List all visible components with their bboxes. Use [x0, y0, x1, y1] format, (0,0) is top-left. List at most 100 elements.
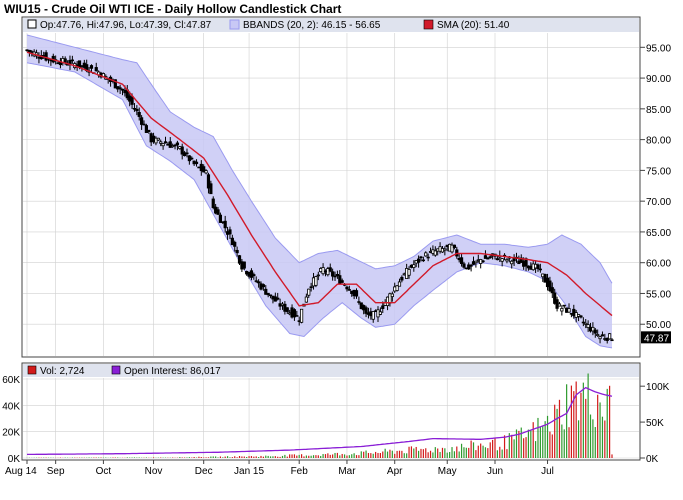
candle-body — [560, 308, 564, 312]
candle-body — [450, 244, 454, 253]
candle-body — [443, 248, 447, 251]
candle-body — [182, 152, 187, 157]
price-y-tick-label: 60.00 — [646, 259, 671, 270]
candle-body — [233, 241, 237, 247]
candle-body — [314, 276, 318, 286]
candle-body — [397, 281, 402, 287]
price-y-tick-label: 70.00 — [646, 197, 671, 208]
candle-body — [424, 252, 428, 257]
candle-body — [357, 301, 361, 303]
candle-body — [204, 170, 208, 174]
candle-body — [223, 220, 227, 229]
candle-body — [426, 256, 430, 259]
candle-body — [163, 141, 168, 144]
last-price-box — [641, 331, 671, 344]
vol-legend-label: Vol: 2,724 — [40, 366, 85, 377]
price-y-tick-label: 80.00 — [646, 136, 671, 147]
volume-left-tick-label: 60K — [2, 375, 20, 386]
candle-body — [581, 321, 585, 324]
x-tick-label: Nov — [145, 466, 163, 477]
volume-left-tick-label: 20K — [2, 428, 20, 439]
candle-body — [550, 287, 554, 294]
x-tick-label: Sep — [47, 466, 65, 477]
candle-body — [295, 315, 299, 317]
ohlc-legend-label: Op:47.76, Hi:47.96, Lo:47.39, Cl:47.87 — [40, 20, 212, 31]
open-interest-path — [27, 386, 613, 456]
candle-body — [63, 58, 67, 64]
candle-body — [452, 244, 457, 248]
candle-body — [235, 249, 239, 254]
volume-legend: Vol: 2,724 Open Interest: 86,017 — [27, 365, 221, 377]
candle-body — [70, 59, 74, 62]
candle-body — [459, 257, 464, 264]
candle-body — [144, 125, 148, 133]
candle-body — [328, 267, 332, 272]
volume-axes: 0K 20K 40K 60K 0K 50K 100K — [2, 375, 669, 465]
candle-body — [206, 174, 211, 189]
oi-right-tick-label: 100K — [646, 382, 670, 393]
candle-body — [610, 339, 614, 342]
candle-body — [598, 336, 602, 340]
x-tick-label: Oct — [96, 466, 112, 477]
candle-body — [257, 281, 261, 284]
candle-body — [474, 260, 478, 264]
volume-legend-bar — [23, 364, 639, 377]
oi-legend-label: Open Interest: 86,017 — [124, 366, 221, 377]
candle-body — [161, 143, 165, 147]
candle-body — [159, 141, 163, 144]
candle-body — [469, 264, 473, 267]
candle-body — [364, 307, 368, 314]
candle-body — [481, 260, 485, 263]
price-y-tick-label: 75.00 — [646, 166, 671, 177]
candle-body — [354, 290, 359, 297]
candle-body — [180, 146, 184, 155]
bollinger-lower-line — [26, 62, 613, 349]
candle-body — [202, 166, 206, 173]
candle-body — [228, 229, 232, 235]
price-y-axis: 50.00 55.00 60.00 65.00 70.00 75.00 80.00 85.00… — [640, 43, 671, 344]
candle-body — [557, 303, 562, 307]
bbands-legend-icon — [229, 19, 240, 30]
candle-body — [168, 141, 172, 148]
candles — [25, 49, 614, 344]
candle-body — [118, 87, 122, 90]
candle-body — [483, 255, 488, 259]
candle-body — [505, 259, 509, 262]
candle-body — [548, 280, 552, 292]
candle-body — [266, 292, 270, 296]
volume-bars — [26, 373, 613, 458]
candle-body — [132, 108, 137, 110]
bbands-legend-label: BBANDS (20, 2): 46.15 - 56.65 — [243, 20, 381, 31]
candle-body — [416, 258, 421, 263]
candle-body — [254, 280, 258, 282]
candle-body — [510, 260, 514, 265]
oi-right-tick-label: 50K — [646, 418, 664, 429]
vol-legend-icon — [27, 365, 37, 375]
candle-body — [462, 263, 466, 268]
open-interest-line — [27, 386, 613, 456]
candle-body — [345, 286, 349, 290]
x-tick-label: Apr — [387, 466, 403, 477]
sma-path — [26, 51, 613, 317]
x-tick-label: Jun — [487, 466, 503, 477]
candle-body — [378, 311, 382, 315]
price-y-tick-label: 85.00 — [646, 105, 671, 116]
candle-body — [89, 65, 94, 69]
candle-body — [237, 255, 242, 264]
sma-legend-icon — [423, 19, 434, 30]
candle-body — [261, 284, 265, 288]
candle-body — [600, 334, 605, 337]
candle-body — [596, 334, 600, 336]
candle-body — [113, 79, 117, 89]
candle-body — [536, 264, 540, 269]
candle-body — [486, 257, 490, 260]
candle-body — [249, 270, 254, 278]
ohlc-legend-icon — [27, 19, 37, 29]
candle-body — [407, 269, 411, 276]
x-tick-label: Feb — [291, 466, 309, 477]
x-tick-label: Aug 14 — [5, 466, 37, 477]
candle-body — [495, 258, 499, 261]
candle-body — [209, 183, 213, 195]
candle-body — [175, 142, 180, 146]
volume-gridlines — [23, 378, 639, 459]
